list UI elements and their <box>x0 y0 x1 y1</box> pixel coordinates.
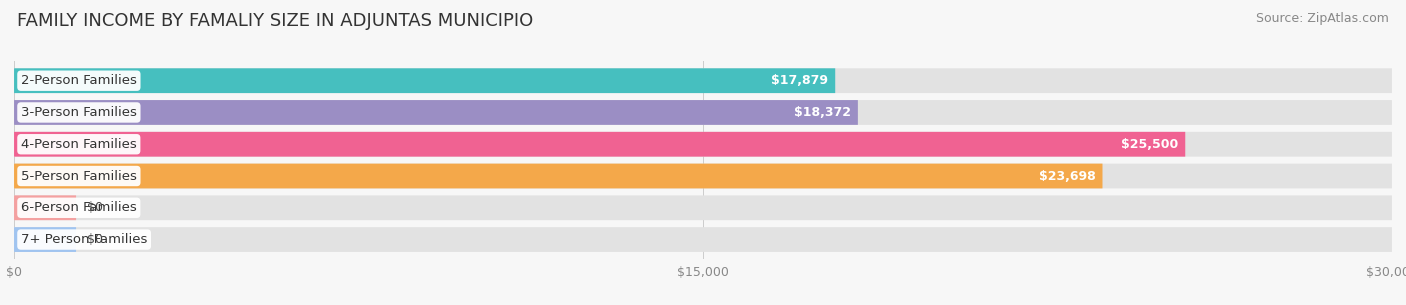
FancyBboxPatch shape <box>14 227 1392 252</box>
FancyBboxPatch shape <box>14 196 1392 220</box>
FancyBboxPatch shape <box>14 132 1392 157</box>
Text: $25,500: $25,500 <box>1121 138 1178 151</box>
Text: $0: $0 <box>87 233 103 246</box>
FancyBboxPatch shape <box>14 100 1392 125</box>
FancyBboxPatch shape <box>14 132 1185 157</box>
FancyBboxPatch shape <box>14 227 76 252</box>
Text: $18,372: $18,372 <box>794 106 851 119</box>
Text: FAMILY INCOME BY FAMALIY SIZE IN ADJUNTAS MUNICIPIO: FAMILY INCOME BY FAMALIY SIZE IN ADJUNTA… <box>17 12 533 30</box>
FancyBboxPatch shape <box>14 68 1392 93</box>
Text: 3-Person Families: 3-Person Families <box>21 106 136 119</box>
Text: 4-Person Families: 4-Person Families <box>21 138 136 151</box>
Text: $0: $0 <box>87 201 103 214</box>
Text: 5-Person Families: 5-Person Families <box>21 170 136 182</box>
FancyBboxPatch shape <box>14 163 1102 188</box>
Text: Source: ZipAtlas.com: Source: ZipAtlas.com <box>1256 12 1389 25</box>
FancyBboxPatch shape <box>14 196 76 220</box>
Text: 2-Person Families: 2-Person Families <box>21 74 136 87</box>
Text: 7+ Person Families: 7+ Person Families <box>21 233 148 246</box>
Text: 6-Person Families: 6-Person Families <box>21 201 136 214</box>
FancyBboxPatch shape <box>14 100 858 125</box>
Text: $17,879: $17,879 <box>772 74 828 87</box>
Text: $23,698: $23,698 <box>1039 170 1095 182</box>
FancyBboxPatch shape <box>14 163 1392 188</box>
FancyBboxPatch shape <box>14 68 835 93</box>
